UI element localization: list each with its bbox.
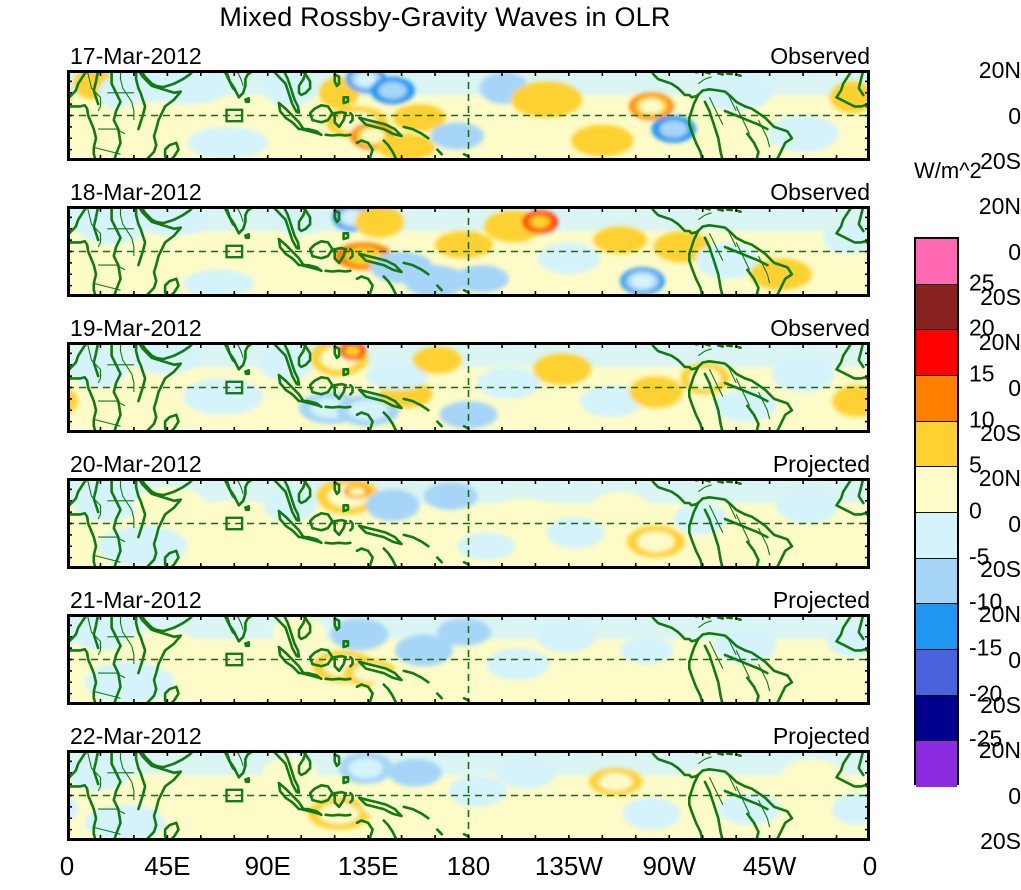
colorbar-band: [916, 239, 957, 285]
y-tick-label: 0: [1008, 238, 1021, 265]
panel-date-3: 19-Mar-2012: [70, 315, 202, 341]
region-box-marker: [225, 788, 244, 803]
panel-date-1: 17-Mar-2012: [70, 43, 202, 69]
colorbar-band: [916, 741, 957, 787]
panel-date-4: 20-Mar-2012: [70, 451, 202, 477]
x-tick-label: 135W: [534, 851, 603, 881]
y-tick-label: 20S: [980, 420, 1021, 446]
panel-date-5: 21-Mar-2012: [70, 587, 202, 613]
panel-status-1: Observed: [770, 43, 870, 69]
y-tick-label: 20N: [978, 465, 1021, 491]
y-tick-label: 20N: [978, 601, 1021, 627]
panel-status-3: Observed: [770, 315, 870, 341]
colorbar-tick-label: -5: [969, 543, 990, 570]
y-tick-label: 0: [1008, 374, 1021, 401]
colorbar-tick-label: -20: [969, 680, 1003, 707]
colorbar-band: [916, 421, 957, 468]
x-tick-label: 0: [59, 851, 75, 881]
panel-status-4: Projected: [772, 451, 870, 477]
y-tick-label: 20S: [980, 828, 1021, 854]
page-title: Mixed Rossby-Gravity Waves in OLR: [219, 2, 671, 32]
y-tick-label: 20S: [980, 284, 1021, 310]
colorbar-band: [916, 284, 957, 331]
panel-date-6: 22-Mar-2012: [70, 723, 202, 749]
map-panel-6[interactable]: [67, 750, 870, 841]
y-tick-label: 20S: [980, 148, 1021, 174]
region-box-marker: [225, 516, 244, 531]
panel-status-5: Projected: [772, 587, 870, 613]
colorbar-tick-label: -10: [969, 588, 1003, 615]
panel-status-2: Observed: [770, 179, 870, 205]
region-box-marker: [225, 380, 244, 395]
y-tick-label: 0: [1008, 646, 1021, 673]
y-tick-label: 20N: [978, 737, 1021, 763]
colorbar-tick-label: 25: [969, 269, 995, 296]
x-tick-label: 45W: [742, 851, 797, 881]
x-tick-label: 135E: [337, 851, 399, 881]
colorbar-tick-label: 20: [969, 314, 995, 341]
olr-anomaly-field: [67, 342, 870, 433]
y-tick-label: 20N: [978, 193, 1021, 219]
panel-frame: [67, 478, 870, 569]
x-tick-label: 90E: [244, 851, 291, 881]
map-panel-3[interactable]: [67, 342, 870, 433]
colorbar-tick-label: 10: [969, 406, 995, 433]
colorbar-tick-label: 5: [969, 451, 982, 478]
y-tick-label: 0: [1008, 782, 1021, 809]
colorbar[interactable]: [914, 237, 959, 787]
panel-frame: [67, 206, 870, 297]
x-tick-label: 0: [862, 851, 878, 881]
colorbar-unit-label: W/m^2: [914, 158, 982, 183]
region-box-marker: [225, 652, 244, 667]
y-tick-label: 0: [1008, 102, 1021, 129]
panel-date-2: 18-Mar-2012: [70, 179, 202, 205]
olr-anomaly-field: [67, 206, 870, 297]
colorbar-band: [916, 512, 957, 559]
panel-status-6: Projected: [772, 723, 870, 749]
x-tick-label: 180: [446, 851, 491, 881]
colorbar-band: [916, 375, 957, 422]
colorbar-tick-label: 15: [969, 360, 995, 387]
map-panel-2[interactable]: [67, 206, 870, 297]
colorbar-band: [916, 330, 957, 376]
olr-anomaly-field: [67, 614, 870, 705]
map-panel-1[interactable]: [67, 70, 870, 161]
y-tick-label: 20N: [978, 57, 1021, 83]
colorbar-tick-label: 0: [969, 497, 982, 524]
colorbar-band: [916, 467, 957, 513]
x-tick-label: 45E: [144, 851, 191, 881]
x-tick-label: 90W: [642, 851, 696, 881]
y-tick-label: 20N: [978, 329, 1021, 355]
y-tick-label: 20S: [980, 556, 1021, 582]
colorbar-tick-label: -15: [969, 634, 1003, 661]
panel-frame: [67, 70, 870, 161]
colorbar-band: [916, 604, 957, 650]
panel-frame: [67, 342, 870, 433]
olr-anomaly-field: [67, 70, 870, 161]
map-panel-5[interactable]: [67, 614, 870, 705]
colorbar-band: [916, 649, 957, 696]
colorbar-tick-label: -25: [969, 725, 1003, 752]
region-box-marker: [225, 108, 244, 123]
panel-frame: [67, 614, 870, 705]
panel-frame: [67, 750, 870, 841]
region-box-marker: [225, 244, 244, 259]
olr-anomaly-field: [67, 478, 870, 569]
olr-anomaly-field: [67, 750, 870, 841]
y-tick-label: 0: [1008, 510, 1021, 537]
y-tick-label: 20S: [980, 692, 1021, 718]
map-panel-4[interactable]: [67, 478, 870, 569]
colorbar-band: [916, 558, 957, 605]
colorbar-band: [916, 695, 957, 742]
